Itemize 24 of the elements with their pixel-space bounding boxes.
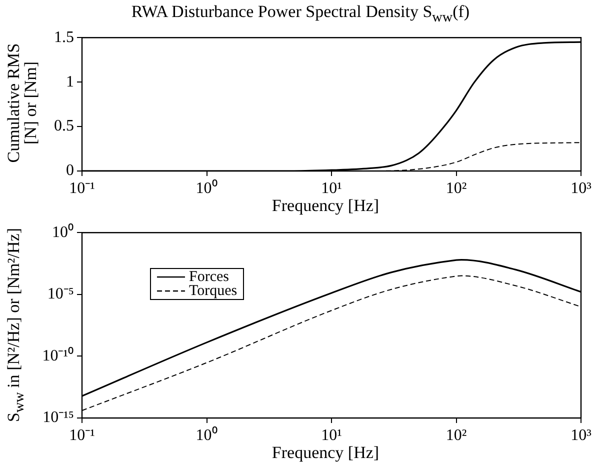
x-tick-label: 10⁻¹ bbox=[69, 180, 96, 197]
y-tick-label: 10⁻⁵ bbox=[47, 286, 74, 303]
x-axis-title: Frequency [Hz] bbox=[270, 196, 380, 216]
y-tick-label: 1.5 bbox=[54, 28, 74, 46]
x-tick-label: 10³ bbox=[570, 180, 592, 197]
x-tick-label: 10² bbox=[446, 180, 467, 197]
legend-label: Forces bbox=[189, 269, 229, 285]
y-tick-label: 0 bbox=[66, 162, 74, 180]
y-tick-label: 1 bbox=[66, 73, 74, 90]
x-tick-label: 10⁰ bbox=[196, 426, 218, 444]
x-axis-title: Frequency [Hz] bbox=[270, 443, 380, 463]
y-tick-label: 10⁻¹⁵ bbox=[42, 409, 74, 426]
y-tick-label: 10⁻¹⁰ bbox=[42, 346, 74, 364]
x-tick-label: 10¹ bbox=[321, 426, 342, 444]
x-tick-label: 10¹ bbox=[321, 180, 342, 197]
chart-title: RWA Disturbance Power Spectral Density S$_{ww}$(f) bbox=[130, 2, 471, 26]
legend-label: Torques bbox=[189, 283, 238, 299]
x-tick-label: 10⁻¹ bbox=[69, 426, 96, 444]
x-tick-label: 10² bbox=[446, 426, 467, 444]
y-tick-label: 0.5 bbox=[54, 118, 74, 135]
x-tick-label: 10³ bbox=[570, 426, 592, 444]
y-tick-label: 10⁰ bbox=[52, 222, 74, 241]
y-axis-title: Cumulative RMS [N] or [Nm] bbox=[4, 42, 40, 165]
x-tick-label: 10⁰ bbox=[196, 178, 218, 197]
